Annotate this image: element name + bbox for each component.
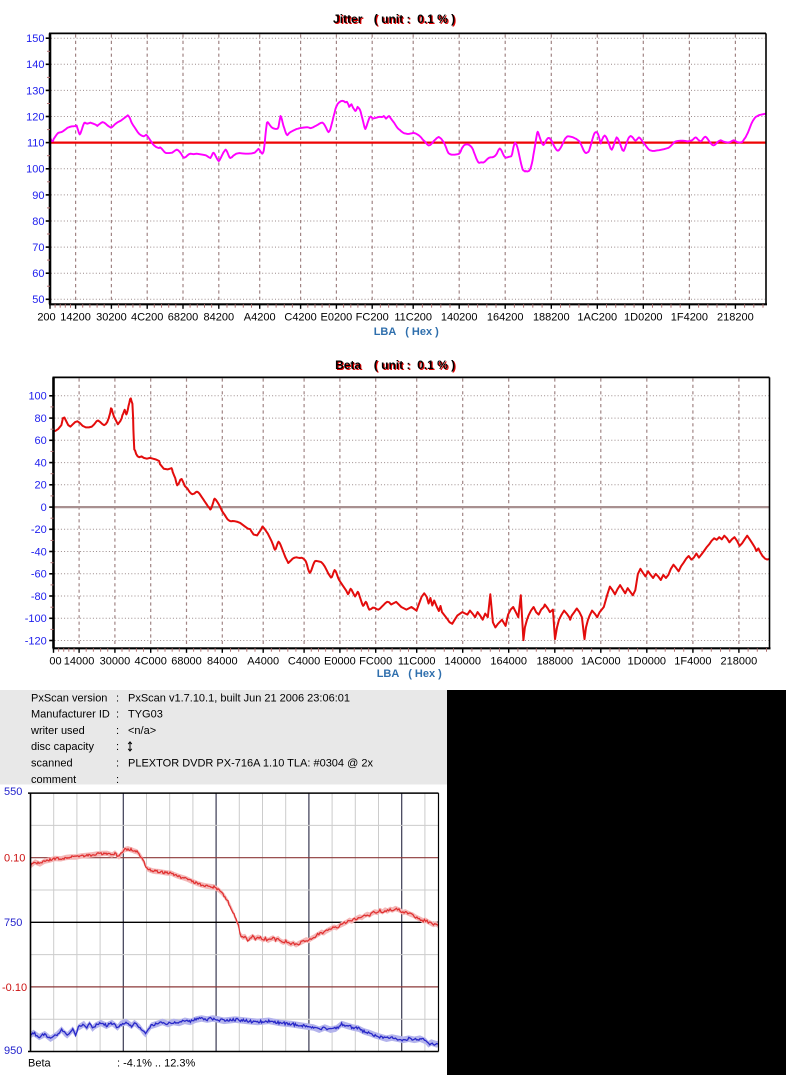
- svg-text:90: 90: [32, 190, 44, 202]
- svg-text:70: 70: [32, 242, 44, 254]
- svg-text:TYG03: TYG03: [128, 709, 163, 721]
- svg-text:68200: 68200: [168, 312, 199, 324]
- svg-text:-80: -80: [31, 591, 47, 603]
- svg-text::: :: [116, 692, 119, 704]
- svg-text:Beta: Beta: [335, 358, 361, 372]
- svg-text:Manufacturer ID: Manufacturer ID: [31, 709, 110, 721]
- svg-text:C4000: C4000: [288, 656, 320, 668]
- svg-text:PLEXTOR DVDR PX-716A 1.10 TLA:: PLEXTOR DVDR PX-716A 1.10 TLA: #0304 @ 2…: [128, 758, 373, 770]
- svg-text:60: 60: [32, 268, 44, 280]
- svg-text:-40: -40: [31, 546, 47, 558]
- svg-text:-60: -60: [31, 569, 47, 581]
- svg-text:140000: 140000: [444, 656, 481, 668]
- svg-text:00: 00: [49, 656, 61, 668]
- svg-text:( Hex ): ( Hex ): [408, 668, 442, 680]
- svg-text:FC000: FC000: [359, 656, 392, 668]
- svg-text:A4000: A4000: [247, 656, 279, 668]
- svg-text:1D0000: 1D0000: [628, 656, 667, 668]
- svg-text:80: 80: [35, 413, 47, 425]
- svg-text:comment: comment: [31, 774, 76, 786]
- svg-text::: :: [116, 758, 119, 770]
- svg-text:50: 50: [32, 294, 44, 306]
- svg-text:C4200: C4200: [284, 312, 316, 324]
- svg-text:writer used: writer used: [30, 725, 85, 737]
- svg-text:164000: 164000: [490, 656, 527, 668]
- svg-text:-0.10: -0.10: [2, 982, 27, 994]
- svg-text:200: 200: [37, 312, 55, 324]
- svg-text:disc capacity: disc capacity: [31, 741, 94, 753]
- svg-text:188000: 188000: [536, 656, 573, 668]
- svg-text:1F4200: 1F4200: [671, 312, 708, 324]
- svg-text:LBA: LBA: [374, 326, 397, 338]
- svg-text:11C000: 11C000: [398, 656, 436, 668]
- svg-text:20: 20: [35, 480, 47, 492]
- svg-text:Jitter: Jitter: [334, 13, 364, 27]
- svg-text:40: 40: [35, 457, 47, 469]
- svg-text:FC200: FC200: [356, 312, 389, 324]
- svg-text:E0000: E0000: [324, 656, 356, 668]
- svg-text:Jitter: Jitter: [333, 12, 363, 26]
- svg-text::: :: [116, 725, 119, 737]
- svg-text:218200: 218200: [717, 312, 754, 324]
- svg-text:PxScan version: PxScan version: [31, 692, 107, 704]
- svg-text:0: 0: [41, 502, 47, 514]
- svg-text::: :: [116, 774, 119, 786]
- svg-text:E0200: E0200: [320, 312, 352, 324]
- svg-text:Beta: Beta: [28, 1058, 52, 1070]
- svg-text:68000: 68000: [171, 656, 202, 668]
- svg-text:11C200: 11C200: [394, 312, 432, 324]
- svg-text:140: 140: [26, 59, 44, 71]
- svg-text:<n/a>: <n/a>: [128, 725, 156, 737]
- svg-text:-100: -100: [25, 613, 47, 625]
- svg-text:84200: 84200: [204, 312, 235, 324]
- svg-text:100: 100: [28, 391, 46, 403]
- svg-text:( unit : 0.1 % ): ( unit : 0.1 % ): [374, 358, 455, 372]
- svg-text:( unit : 0.1 % ): ( unit : 0.1 % ): [375, 359, 456, 373]
- svg-text::: :: [116, 741, 119, 753]
- svg-text:60: 60: [35, 435, 47, 447]
- svg-text:164200: 164200: [487, 312, 524, 324]
- svg-text:1AC000: 1AC000: [581, 656, 621, 668]
- svg-text:140200: 140200: [441, 312, 478, 324]
- svg-text:14000: 14000: [64, 656, 95, 668]
- svg-text:750: 750: [4, 917, 22, 929]
- svg-text:218000: 218000: [721, 656, 758, 668]
- svg-text:130: 130: [26, 85, 44, 97]
- svg-text:Beta: Beta: [336, 359, 362, 373]
- svg-text:188200: 188200: [533, 312, 570, 324]
- svg-text:84000: 84000: [207, 656, 238, 668]
- svg-text:1F4000: 1F4000: [674, 656, 711, 668]
- svg-text:150: 150: [26, 33, 44, 45]
- svg-text:950: 950: [4, 1045, 22, 1057]
- svg-text:( unit : 0.1 % ): ( unit : 0.1 % ): [375, 13, 456, 27]
- svg-text:550: 550: [4, 786, 22, 798]
- svg-text:: -4.1% .. 12.3%: : -4.1% .. 12.3%: [117, 1058, 195, 1070]
- svg-text:30000: 30000: [100, 656, 131, 668]
- svg-text:30200: 30200: [96, 312, 127, 324]
- svg-text:LBA: LBA: [377, 668, 400, 680]
- svg-text:PxScan v1.7.10.1, built Jun 21: PxScan v1.7.10.1, built Jun 21 2006 23:0…: [128, 692, 350, 704]
- svg-text:scanned: scanned: [31, 758, 73, 770]
- svg-text:A4200: A4200: [244, 312, 276, 324]
- svg-text:( Hex ): ( Hex ): [405, 326, 439, 338]
- svg-text:( unit : 0.1 % ): ( unit : 0.1 % ): [374, 12, 455, 26]
- svg-text:4C200: 4C200: [131, 312, 163, 324]
- svg-text:4C000: 4C000: [134, 656, 166, 668]
- svg-text:1D0200: 1D0200: [624, 312, 663, 324]
- svg-text::: :: [116, 709, 119, 721]
- svg-text:0.10: 0.10: [4, 853, 25, 865]
- svg-text:80: 80: [32, 216, 44, 228]
- svg-text:110: 110: [27, 138, 45, 150]
- svg-text:-120: -120: [25, 635, 47, 647]
- svg-text:100: 100: [26, 164, 44, 176]
- svg-text:14200: 14200: [60, 312, 91, 324]
- svg-text:1AC200: 1AC200: [577, 312, 617, 324]
- svg-text:-20: -20: [31, 524, 47, 536]
- svg-text:120: 120: [26, 111, 44, 123]
